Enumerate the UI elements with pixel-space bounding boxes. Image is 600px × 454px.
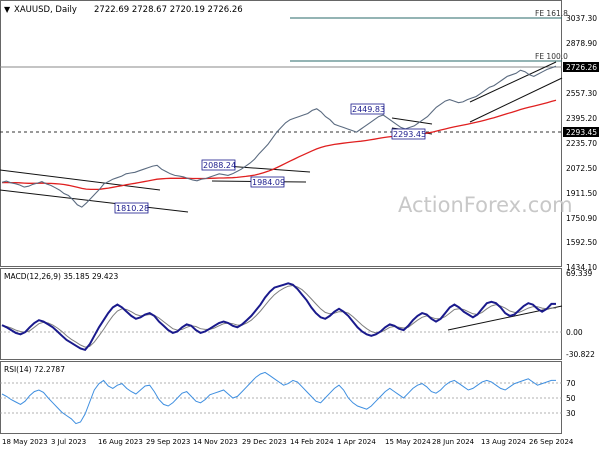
rsi-tick: 50 <box>566 394 576 403</box>
rsi-panel-frame <box>0 361 562 434</box>
rsi-line <box>1 371 556 425</box>
rsi-tick: 30 <box>566 409 576 418</box>
last-price-badge <box>563 62 599 72</box>
macd-title: MACD(12,26,9) 35.185 29.423 <box>4 272 118 281</box>
last-price-value: 2726.26 <box>566 63 597 72</box>
price-tick: 2557.30 <box>566 89 597 98</box>
x-tick: 14 Feb 2024 <box>290 438 334 446</box>
x-tick: 16 Aug 2023 <box>98 438 143 446</box>
price-tick: 2235.70 <box>566 139 597 148</box>
macd-tick: 69.339 <box>566 269 592 278</box>
annotation-box-2449 <box>350 103 385 115</box>
x-tick: 26 Sep 2024 <box>529 438 574 446</box>
x-tick: 18 May 2023 <box>2 438 48 446</box>
macd-line <box>1 282 556 352</box>
price-tick: 1911.50 <box>566 189 597 198</box>
macd-tick: -30.822 <box>566 350 595 359</box>
support-badge <box>563 127 599 137</box>
ohlc-label: 2722.69 2728.67 2720.19 2726.26 <box>94 5 243 15</box>
annotation-2449: 2449.83 <box>352 105 385 114</box>
moving-average-line <box>1 99 557 191</box>
x-tick: 3 Jul 2023 <box>51 438 86 446</box>
annotation-1984: 1984.09 <box>252 178 285 187</box>
fib-161-label: FE 161.8 <box>535 9 568 18</box>
annotation-2293: 2293.45 <box>393 130 426 139</box>
price-line <box>1 65 557 208</box>
macd-panel-frame <box>0 268 562 360</box>
x-tick: 14 Nov 2023 <box>193 438 238 446</box>
annotation-1810: 1810.28 <box>116 204 149 213</box>
x-tick: 1 Apr 2024 <box>337 438 376 446</box>
price-tick: 1592.50 <box>566 238 597 247</box>
x-tick: 29 Dec 2023 <box>242 438 287 446</box>
x-tick: 28 Jun 2024 <box>432 438 475 446</box>
channel-upper-2024 <box>469 61 557 103</box>
channel-lower-2023 <box>0 189 189 213</box>
channel-lower-2024 <box>469 77 563 123</box>
watermark: ActionForex.com <box>398 193 573 217</box>
price-tick: 3037.30 <box>566 14 597 23</box>
rsi-series-group <box>1 371 556 425</box>
price-panel-frame <box>0 0 562 267</box>
x-tick: 13 Aug 2024 <box>481 438 526 446</box>
fib-100-label: FE 100.0 <box>535 52 568 61</box>
macd-tick: 0.00 <box>566 328 583 337</box>
price-tick: 2395.20 <box>566 114 597 123</box>
x-tick: 15 May 2024 <box>385 438 431 446</box>
annotation-2088: 2088.24 <box>203 161 236 170</box>
symbol-label: XAUUSD, Daily <box>14 5 77 15</box>
annotation-box-2293 <box>391 128 426 140</box>
rsi-title: RSI(14) 72.2787 <box>4 365 65 374</box>
channel-upper-2023 <box>0 169 161 191</box>
price-tick: 2072.50 <box>566 164 597 173</box>
support-value: 2293.45 <box>566 128 597 137</box>
macd-signal-line <box>1 284 556 348</box>
macd-series-group <box>1 282 556 352</box>
x-tick: 29 Sep 2023 <box>146 438 190 446</box>
price-tick: 1750.90 <box>566 214 597 223</box>
price-tick: 2878.90 <box>566 39 597 48</box>
price-series-group <box>1 65 557 208</box>
channel-upper-mid2024 <box>391 117 433 125</box>
collapse-arrow-icon[interactable]: ▼ <box>4 5 11 14</box>
annotation-box-1984 <box>250 176 285 188</box>
annotation-box-1810 <box>114 202 149 214</box>
rsi-tick: 70 <box>566 379 576 388</box>
price-axis: 3037.30 2878.90 2557.30 2395.20 2235.70 … <box>566 14 597 272</box>
price-tick: 1434.10 <box>566 263 597 272</box>
annotation-box-2088 <box>201 159 236 171</box>
x-axis: 18 May 2023 3 Jul 2023 16 Aug 2023 29 Se… <box>2 438 574 446</box>
